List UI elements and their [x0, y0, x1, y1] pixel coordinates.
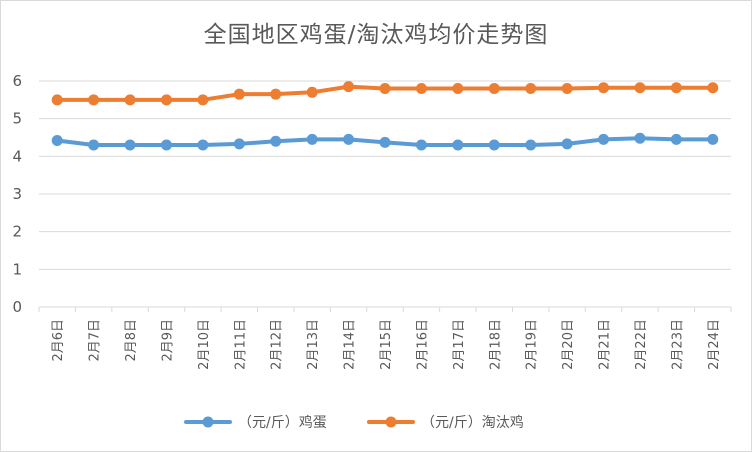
data-point-1-15 — [598, 82, 610, 94]
data-point-0-17 — [670, 133, 682, 145]
data-point-0-18 — [707, 133, 719, 145]
legend-item-0: （元/斤）鸡蛋 — [184, 414, 327, 431]
data-point-0-15 — [598, 133, 610, 145]
x-tick-label-12: 2月18日 — [488, 319, 503, 370]
x-tick-label-3: 2月9日 — [160, 319, 175, 362]
x-tick-label-17: 2月23日 — [670, 319, 685, 370]
data-point-1-1 — [88, 94, 100, 106]
y-tick-label-3: 3 — [12, 185, 22, 203]
data-point-1-14 — [561, 83, 573, 95]
chart-title: 全国地区鸡蛋/淘汰鸡均价走势图 — [203, 22, 549, 48]
x-tick-label-18: 2月24日 — [707, 319, 722, 370]
x-tick-label-7: 2月13日 — [306, 319, 321, 370]
legend-marker-1 — [385, 416, 397, 428]
series-0 — [51, 132, 719, 151]
x-tick-label-4: 2月10日 — [197, 319, 212, 370]
y-tick-label-2: 2 — [12, 223, 22, 241]
data-point-0-13 — [525, 139, 537, 151]
data-point-1-8 — [343, 81, 355, 93]
data-point-1-17 — [670, 82, 682, 94]
data-point-1-9 — [379, 83, 391, 95]
data-point-1-2 — [124, 94, 136, 106]
data-point-0-9 — [379, 136, 391, 148]
y-tick-label-4: 4 — [12, 147, 22, 165]
data-point-1-6 — [270, 88, 282, 100]
data-point-0-8 — [343, 133, 355, 145]
gridlines — [39, 80, 731, 308]
x-tick-label-2: 2月8日 — [124, 319, 139, 362]
data-point-1-4 — [197, 94, 209, 106]
x-tick-label-14: 2月20日 — [561, 319, 576, 370]
data-point-1-16 — [634, 82, 646, 94]
x-tick-label-11: 2月17日 — [452, 319, 467, 370]
data-point-0-0 — [51, 135, 63, 147]
data-point-0-2 — [124, 139, 136, 151]
data-point-0-12 — [488, 139, 500, 151]
legend-label-0: （元/斤）鸡蛋 — [238, 414, 327, 431]
x-tick-label-13: 2月19日 — [525, 319, 540, 370]
x-tick-label-0: 2月6日 — [51, 319, 66, 362]
x-tick-label-1: 2月7日 — [88, 319, 103, 362]
data-point-0-1 — [88, 139, 100, 151]
data-point-1-18 — [707, 82, 719, 94]
y-tick-label-6: 6 — [12, 72, 22, 90]
data-point-1-13 — [525, 83, 537, 95]
data-point-1-0 — [51, 94, 63, 106]
legend-marker-0 — [202, 416, 214, 428]
data-point-0-4 — [197, 139, 209, 151]
data-point-0-3 — [160, 139, 172, 151]
x-tick-label-15: 2月21日 — [598, 319, 613, 370]
y-tick-label-0: 0 — [12, 298, 22, 316]
data-point-0-7 — [306, 133, 318, 145]
legend-item-1: （元/斤）淘汰鸡 — [367, 414, 524, 431]
data-point-1-11 — [452, 83, 464, 95]
data-point-1-3 — [160, 94, 172, 106]
x-tick-label-9: 2月15日 — [379, 319, 394, 370]
x-tick-label-6: 2月12日 — [270, 319, 285, 370]
x-tick-label-5: 2月11日 — [233, 319, 248, 370]
data-point-0-6 — [270, 135, 282, 147]
data-point-0-14 — [561, 138, 573, 150]
data-point-1-7 — [306, 86, 318, 98]
data-point-0-5 — [233, 138, 245, 150]
data-point-1-5 — [233, 88, 245, 100]
y-tick-label-1: 1 — [12, 260, 22, 278]
data-point-0-16 — [634, 132, 646, 144]
y-tick-label-5: 5 — [12, 110, 22, 128]
x-tick-label-8: 2月14日 — [343, 319, 358, 370]
data-point-1-10 — [415, 83, 427, 95]
legend-label-1: （元/斤）淘汰鸡 — [421, 414, 524, 431]
data-point-1-12 — [488, 83, 500, 95]
x-tick-label-16: 2月22日 — [634, 319, 649, 370]
data-point-0-11 — [452, 139, 464, 151]
x-tick-label-10: 2月16日 — [415, 319, 430, 370]
data-point-0-10 — [415, 139, 427, 151]
series-1 — [51, 81, 719, 106]
